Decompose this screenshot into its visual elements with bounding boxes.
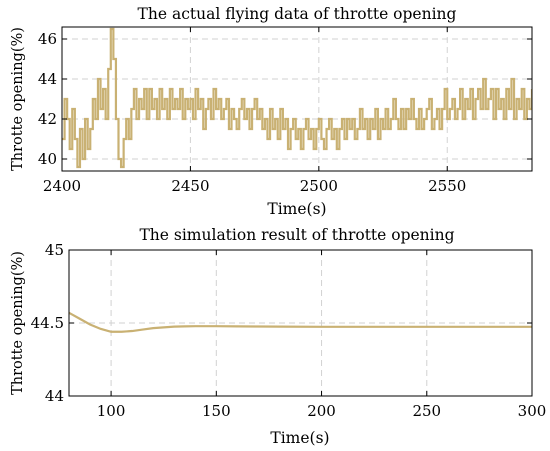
simulation-chart: The simulation result of throtte opening…: [10, 226, 546, 447]
series-line: [62, 27, 532, 169]
chart2-x-axis-label: Time(s): [270, 429, 329, 447]
y-tick-label: 40: [38, 150, 57, 168]
x-tick-label: 2500: [300, 177, 338, 195]
x-tick-label: 2400: [43, 177, 81, 195]
y-tick-label: 46: [38, 30, 57, 48]
x-tick-label: 150: [202, 402, 231, 420]
x-tick-label: 200: [307, 402, 336, 420]
chart1-series: [62, 27, 532, 169]
y-tick-label: 44.5: [31, 314, 64, 332]
chart1-y-axis-label: Throtte opening(%): [10, 27, 26, 171]
x-tick-label: 250: [412, 402, 441, 420]
x-tick-label: 2450: [171, 177, 209, 195]
chart2-title: The simulation result of throtte opening: [139, 226, 454, 244]
x-tick-label: 2550: [428, 177, 466, 195]
chart1-title: The actual flying data of throtte openin…: [138, 5, 457, 23]
chart1-x-axis-label: Time(s): [267, 200, 326, 218]
series-line: [69, 311, 532, 333]
flying-data-chart: The actual flying data of throtte openin…: [10, 5, 533, 218]
y-tick-label: 44: [38, 70, 57, 88]
chart1-frame: [61, 26, 533, 172]
x-tick-label: 100: [97, 402, 126, 420]
chart2-ticks: 100 150 200 250 300 44 44.5 45: [31, 241, 547, 420]
y-tick-label: 45: [45, 241, 64, 259]
y-tick-label: 44: [45, 387, 64, 405]
chart2-series: [69, 311, 532, 333]
chart1-ticks: 2400 2450 2500 2550 40 42 44 46: [38, 27, 532, 195]
chart2-grid: [69, 250, 532, 396]
chart2-y-axis-label: Throtte opening(%): [10, 251, 26, 395]
x-tick-label: 300: [518, 402, 547, 420]
chart1-grid: [62, 27, 532, 171]
y-tick-label: 42: [38, 110, 57, 128]
